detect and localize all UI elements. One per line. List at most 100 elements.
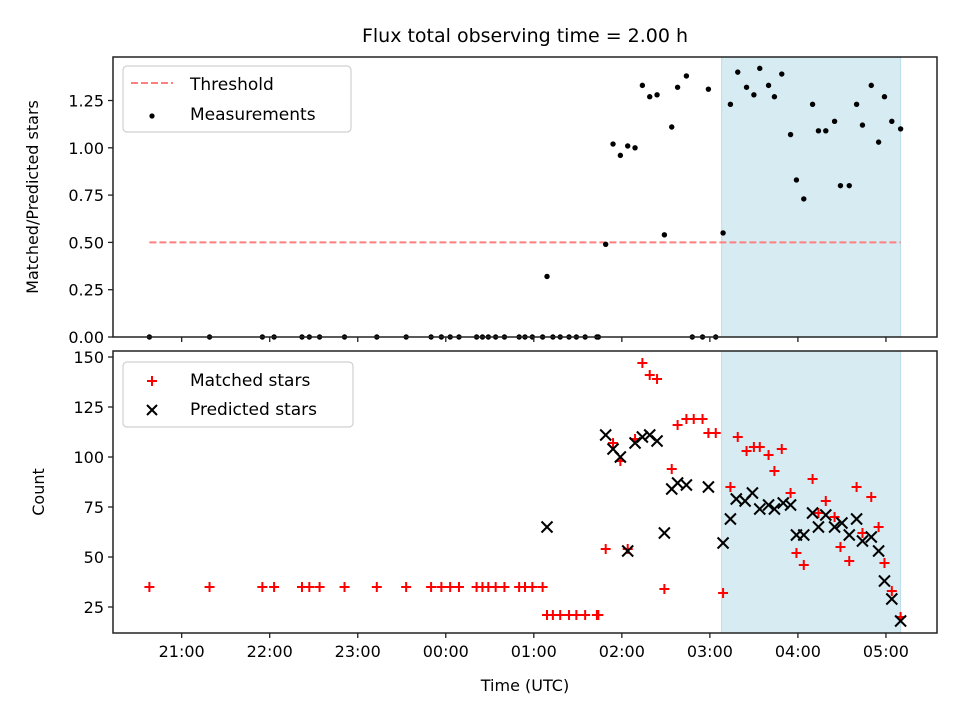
bottom-legend-box (122, 361, 354, 428)
matched-star-marker (637, 358, 648, 368)
measurement-point (743, 84, 750, 90)
bottom-panel: 25 50 75 100 125 150 21:00 22:00 23:00 00:00 01:0… (29, 348, 938, 695)
predicted-star-marker (658, 526, 671, 540)
measurement-point (801, 196, 807, 202)
matched-star-marker (644, 370, 655, 380)
bottom-y-ticks: 25 50 75 100 125 150 (73, 348, 113, 617)
measurement-point (669, 124, 675, 130)
top-x-ticks (181, 337, 887, 342)
matched-star-marker (763, 450, 774, 460)
matched-star-marker (807, 474, 818, 484)
matched-star-marker (672, 420, 683, 430)
y-tick-label: 0.75 (68, 186, 104, 205)
predicted-star-marker (762, 498, 775, 512)
matched-star-marker (820, 496, 831, 506)
legend-label-threshold: Threshold (189, 75, 274, 95)
x-tick-label: 23:00 (335, 642, 381, 661)
matched-star-marker (445, 582, 456, 592)
y-tick-label: 125 (73, 398, 104, 417)
predicted-star-marker (753, 502, 766, 516)
matched-star-marker (527, 582, 538, 592)
bottom-y-axis-label: Count (29, 468, 48, 516)
x-tick-label: 02:00 (599, 642, 645, 661)
matched-star-marker (499, 582, 510, 592)
predicted-star-marker (636, 430, 649, 444)
predicted-star-marker (716, 536, 730, 550)
x-tick-label: 03:00 (687, 642, 733, 661)
measurement-point (632, 145, 638, 151)
measurement-point (705, 86, 712, 92)
matched-star-marker (269, 582, 280, 592)
matched-star-marker (257, 582, 268, 592)
predicted-star-marker (680, 478, 693, 492)
matched-star-marker (710, 428, 721, 438)
measurement-point (674, 84, 681, 90)
y-tick-label: 1.25 (68, 92, 104, 111)
matched-star-marker (697, 414, 708, 424)
chart-title: Flux total observing time = 2.00 h (362, 25, 688, 47)
predicted-star-marker (835, 516, 849, 530)
measurement-point (881, 94, 888, 100)
bottom-shaded-region (721, 350, 902, 634)
matched-star-marker (401, 582, 412, 592)
measurement-point (625, 143, 631, 149)
bottom-axes-frame (112, 350, 938, 634)
measurement-point (897, 126, 904, 132)
predicted-star-marker (856, 534, 869, 548)
matched-star-marker (879, 558, 890, 568)
predicted-star-marker (614, 450, 627, 464)
matched-star-marker (725, 482, 736, 492)
measurement-point (831, 118, 838, 125)
matched-star-marker (835, 542, 846, 552)
y-tick-label: 1.00 (68, 139, 104, 158)
measurement-point (683, 73, 690, 79)
predicted-star-marker (784, 498, 797, 512)
legend-label-predicted: Predicted stars (190, 400, 317, 420)
matched-star-marker (873, 522, 884, 532)
predicted-star-marker (843, 528, 856, 542)
measurement-point (787, 131, 794, 138)
matched-star-marker (829, 512, 840, 522)
matched-star-marker (555, 610, 566, 620)
bottom-x-ticks: 21:00 22:00 23:00 00:00 01:00 02:00 03:00 04:00… (159, 633, 909, 661)
measurement-point (868, 82, 874, 89)
top-shaded-region (721, 56, 902, 338)
matched-star-marker (571, 610, 582, 620)
measurement-point (823, 128, 829, 134)
predicted-star-marker (894, 614, 907, 628)
measurements-legend-swatch (149, 113, 155, 119)
measurement-point (779, 71, 785, 77)
predicted-star-marker (872, 544, 885, 558)
matched-legend-swatch (147, 376, 157, 386)
predicted-star-marker (724, 512, 737, 526)
measurement-point (544, 273, 550, 280)
matched-star-marker (754, 442, 765, 452)
top-y-axis-label: Matched/Predicted stars (23, 100, 42, 294)
measurement-point (837, 182, 844, 189)
y-tick-label: 0.00 (68, 328, 104, 347)
measurement-point (846, 182, 852, 189)
x-tick-label: 22:00 (247, 642, 293, 661)
predicted-star-marker (819, 508, 832, 522)
matched-star-marker (314, 582, 325, 592)
predicted-legend-swatch (146, 404, 158, 416)
y-tick-label: 50 (84, 548, 104, 567)
matched-star-marker (688, 414, 699, 424)
matched-star-marker (580, 610, 591, 620)
predicted-star-marker (812, 520, 825, 534)
legend-label-measurements: Measurements (190, 105, 316, 125)
x-tick-label: 01:00 (511, 642, 557, 661)
matched-star-marker (436, 582, 447, 592)
measurement-point (661, 232, 668, 238)
x-tick-label: 04:00 (775, 642, 821, 661)
matched-star-marker (813, 508, 824, 518)
predicted-star-marker (850, 512, 863, 526)
matched-star-marker (844, 556, 855, 566)
matched-star-marker (886, 586, 897, 596)
measurement-point (809, 101, 816, 107)
measurement-point (720, 230, 726, 236)
matched-star-marker (851, 482, 862, 492)
matched-stars-points (144, 358, 906, 622)
matched-star-marker (798, 560, 809, 570)
measurement-point (771, 94, 778, 100)
